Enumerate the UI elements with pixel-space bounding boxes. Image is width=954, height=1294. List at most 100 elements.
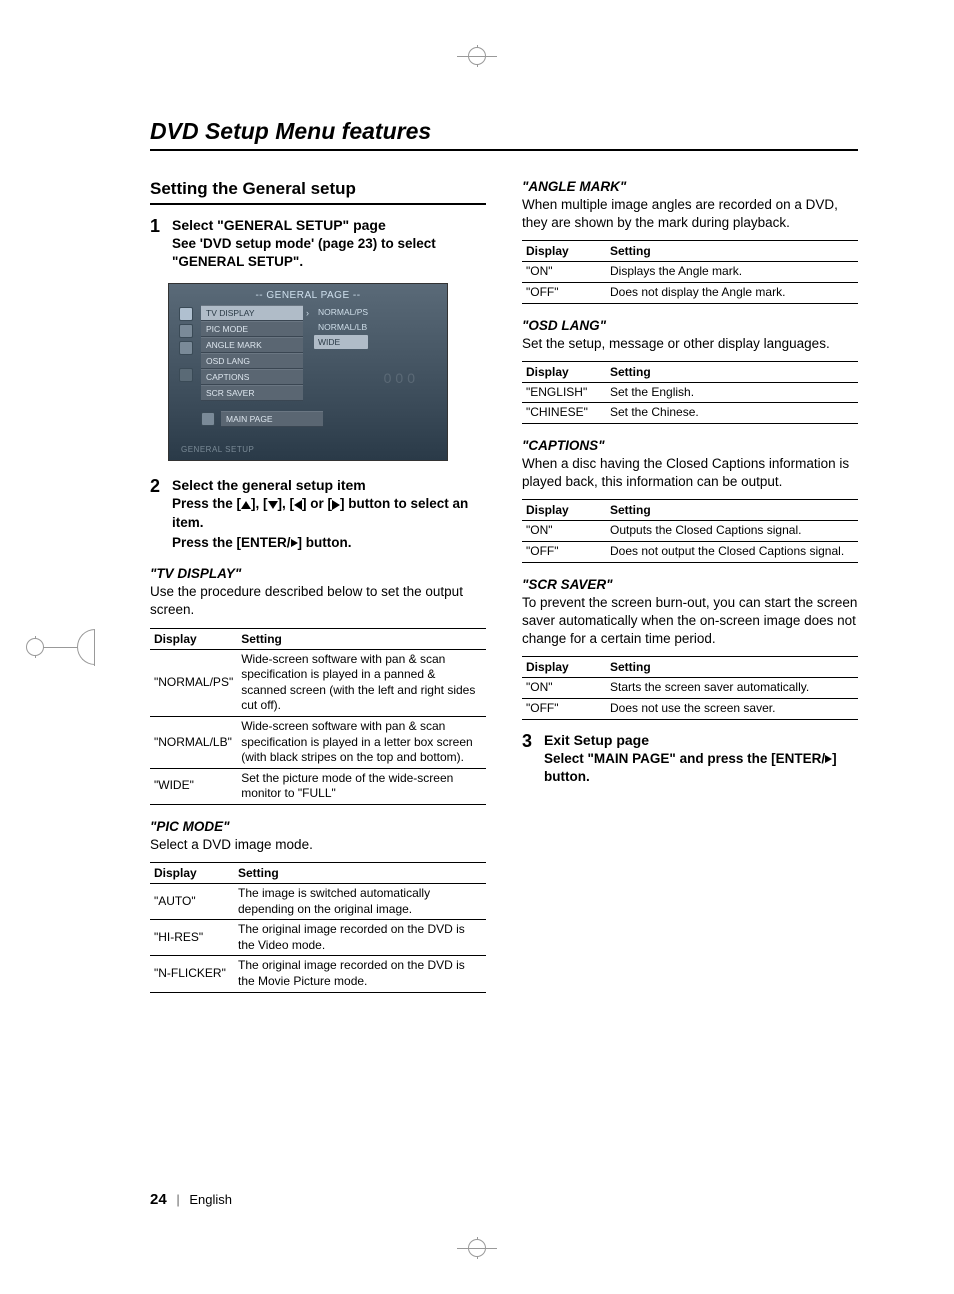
table-cell: The image is switched automatically depe…: [234, 884, 486, 920]
tv-display-table: DisplaySetting "NORMAL/PS"Wide-screen so…: [150, 628, 486, 805]
table-cell: Does not output the Closed Captions sign…: [606, 542, 858, 563]
table-cell: Set the Chinese.: [606, 403, 858, 424]
table-row: "HI-RES"The original image recorded on t…: [150, 920, 486, 956]
osd-menu-item: ANGLE MARK: [201, 337, 303, 353]
text: Press the [: [172, 496, 241, 511]
table-cell: Starts the screen saver automatically.: [606, 678, 858, 699]
table-cell: "ON": [522, 678, 606, 699]
subsection-heading: "ANGLE MARK": [522, 179, 858, 194]
subsection-heading: "PIC MODE": [150, 819, 486, 834]
step-3: 3 Exit Setup page Select "MAIN PAGE" and…: [522, 732, 858, 786]
subsection-heading: "SCR SAVER": [522, 577, 858, 592]
scr-saver-table: DisplaySetting "ON"Starts the screen sav…: [522, 656, 858, 719]
crop-mark-left: [35, 627, 85, 667]
osd-option: NORMAL/LB: [314, 320, 368, 334]
text: Press the [ENTER/: [172, 535, 291, 550]
table-row: "ENGLISH"Set the English.: [522, 382, 858, 403]
table-cell: Displays the Angle mark.: [606, 262, 858, 283]
table-cell: Outputs the Closed Captions signal.: [606, 521, 858, 542]
chevron-right-icon: ›: [303, 308, 312, 318]
osd-menu-item: PIC MODE: [201, 321, 303, 337]
table-cell: The original image recorded on the DVD i…: [234, 956, 486, 992]
table-cell: Wide-screen software with pan & scan spe…: [237, 716, 486, 768]
page-title: DVD Setup Menu features: [150, 118, 858, 151]
table-header: Setting: [606, 500, 858, 521]
step-number: 1: [150, 217, 164, 271]
table-row: "OFF"Does not use the screen saver.: [522, 698, 858, 719]
table-cell: "HI-RES": [150, 920, 234, 956]
text: ] button.: [298, 535, 352, 550]
step-number: 2: [150, 477, 164, 552]
crop-mark-bottom: [457, 1237, 497, 1259]
table-header: Display: [522, 657, 606, 678]
subsection-desc: When a disc having the Closed Captions i…: [522, 455, 858, 491]
table-cell: "CHINESE": [522, 403, 606, 424]
table-row: "AUTO"The image is switched automaticall…: [150, 884, 486, 920]
table-cell: Set the English.: [606, 382, 858, 403]
step-subtext: Press the [ENTER/ ] button.: [172, 534, 486, 552]
page-number: 24: [150, 1191, 167, 1208]
return-icon: [201, 412, 215, 426]
table-row: "ON"Starts the screen saver automaticall…: [522, 678, 858, 699]
table-row: "NORMAL/LB"Wide-screen software with pan…: [150, 716, 486, 768]
table-header: Display: [522, 500, 606, 521]
osd-option: WIDE: [314, 335, 368, 349]
subsection-desc: Select a DVD image mode.: [150, 836, 486, 854]
table-header: Display: [522, 241, 606, 262]
table-header: Setting: [606, 657, 858, 678]
table-cell: "NORMAL/LB": [150, 716, 237, 768]
table-row: "ON"Outputs the Closed Captions signal.: [522, 521, 858, 542]
table-cell: "ON": [522, 262, 606, 283]
table-header: Setting: [606, 361, 858, 382]
section-title: Setting the General setup: [150, 179, 486, 205]
osd-option: NORMAL/PS: [314, 305, 368, 319]
osd-tab-icon: [179, 341, 193, 355]
table-row: "OFF"Does not output the Closed Captions…: [522, 542, 858, 563]
crop-mark-top: [457, 45, 497, 67]
osd-tab-icon: [179, 324, 193, 338]
right-arrow-icon: [332, 500, 340, 510]
osd-tab-icon: [179, 368, 193, 382]
captions-table: DisplaySetting "ON"Outputs the Closed Ca…: [522, 499, 858, 562]
subsection-desc: To prevent the screen burn-out, you can …: [522, 594, 858, 649]
down-arrow-icon: [268, 501, 278, 509]
table-row: "WIDE"Set the picture mode of the wide-s…: [150, 768, 486, 804]
table-cell: "ENGLISH": [522, 382, 606, 403]
table-row: "N-FLICKER"The original image recorded o…: [150, 956, 486, 992]
left-column: Setting the General setup 1 Select "GENE…: [150, 179, 486, 999]
table-cell: "OFF": [522, 698, 606, 719]
table-cell: Does not use the screen saver.: [606, 698, 858, 719]
table-header: Display: [522, 361, 606, 382]
table-cell: "WIDE": [150, 768, 237, 804]
angle-mark-table: DisplaySetting "ON"Displays the Angle ma…: [522, 240, 858, 303]
table-cell: "N-FLICKER": [150, 956, 234, 992]
step-heading: Select "GENERAL SETUP" page: [172, 217, 486, 233]
pic-mode-table: DisplaySetting "AUTO"The image is switch…: [150, 862, 486, 993]
subsection-heading: "TV DISPLAY": [150, 566, 486, 581]
table-header: Setting: [237, 628, 486, 649]
osd-menu-item: SCR SAVER: [201, 385, 303, 401]
play-icon: [291, 539, 298, 547]
table-header: Display: [150, 863, 234, 884]
osd-main-page: MAIN PAGE: [221, 411, 323, 427]
separator: |: [176, 1192, 179, 1207]
table-row: "CHINESE"Set the Chinese.: [522, 403, 858, 424]
table-row: "ON"Displays the Angle mark.: [522, 262, 858, 283]
step-1: 1 Select "GENERAL SETUP" page See 'DVD s…: [150, 217, 486, 271]
table-header: Setting: [606, 241, 858, 262]
text: Select "MAIN PAGE" and press the [ENTER/: [544, 751, 825, 766]
osd-footer: GENERAL SETUP: [181, 445, 254, 454]
table-cell: Set the picture mode of the wide-screen …: [237, 768, 486, 804]
text: ], [: [278, 496, 295, 511]
subsection-desc: Use the procedure described below to set…: [150, 583, 486, 619]
osd-tab-icon: [179, 307, 193, 321]
text: ] or [: [302, 496, 332, 511]
step-heading: Exit Setup page: [544, 732, 858, 748]
page-language: English: [189, 1192, 232, 1207]
table-cell: Wide-screen software with pan & scan spe…: [237, 649, 486, 716]
table-cell: "OFF": [522, 542, 606, 563]
subsection-desc: When multiple image angles are recorded …: [522, 196, 858, 232]
step-subtext: Press the [], [], [] or [] button to sel…: [172, 495, 486, 531]
osd-menu-item: TV DISPLAY: [201, 305, 303, 321]
osd-menu-item: OSD LANG: [201, 353, 303, 369]
